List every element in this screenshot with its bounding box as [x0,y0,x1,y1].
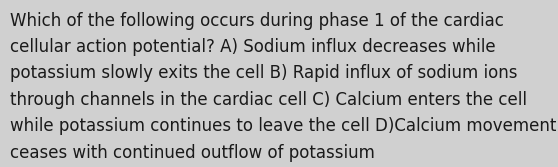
Text: Which of the following occurs during phase 1 of the cardiac: Which of the following occurs during pha… [10,12,504,30]
Text: while potassium continues to leave the cell D)Calcium movement: while potassium continues to leave the c… [10,117,556,135]
Text: through channels in the cardiac cell C) Calcium enters the cell: through channels in the cardiac cell C) … [10,91,527,109]
Text: cellular action potential? A) Sodium influx decreases while: cellular action potential? A) Sodium inf… [10,38,496,56]
Text: ceases with continued outflow of potassium: ceases with continued outflow of potassi… [10,144,375,162]
Text: potassium slowly exits the cell B) Rapid influx of sodium ions: potassium slowly exits the cell B) Rapid… [10,64,517,82]
